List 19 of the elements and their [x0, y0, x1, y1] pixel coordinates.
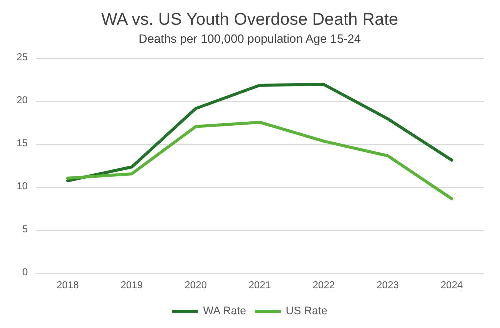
- y-tick-label: 10: [16, 182, 28, 192]
- x-tick-label: 2023: [376, 280, 400, 292]
- chart-title: WA vs. US Youth Overdose Death Rate: [101, 10, 399, 29]
- y-tick-label: 15: [16, 138, 28, 150]
- x-tick-label: 2018: [56, 280, 80, 292]
- chart-subtitle: Deaths per 100,000 population Age 15-24: [138, 32, 362, 46]
- x-tick-label: 2024: [440, 280, 464, 292]
- line-series: [66, 121, 454, 201]
- legend-label: US Rate: [286, 306, 328, 318]
- y-tick-label: 0: [22, 268, 28, 278]
- y-tick-label: 20: [16, 96, 28, 106]
- y-tick-label: 5: [22, 224, 28, 236]
- x-tick-label: 2022: [312, 280, 336, 292]
- x-tick-label: 2019: [120, 280, 144, 292]
- line-series: [66, 83, 454, 182]
- x-tick-label: 2020: [184, 280, 208, 292]
- x-tick-label: 2021: [248, 280, 272, 292]
- y-tick-label: 25: [16, 52, 28, 64]
- legend-label: WA Rate: [203, 306, 246, 318]
